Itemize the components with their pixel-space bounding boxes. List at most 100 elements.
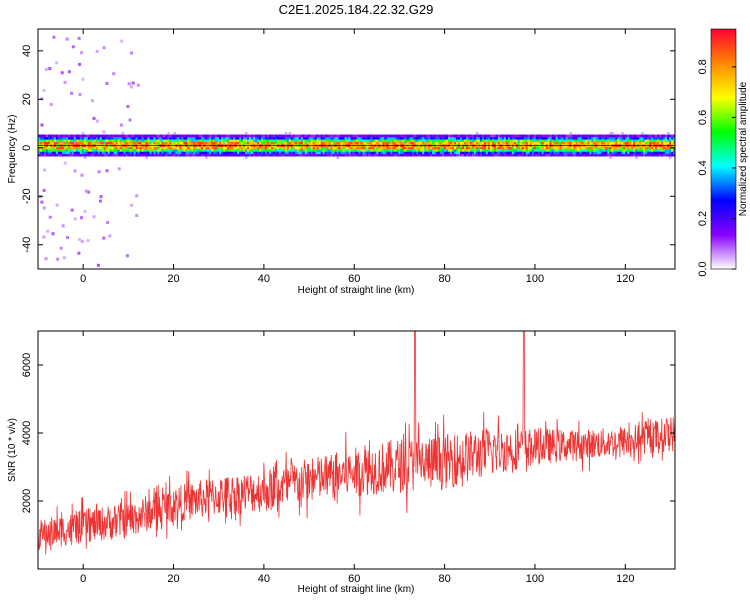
spectrogram-cell bbox=[541, 151, 544, 155]
spectrogram-cell bbox=[384, 151, 387, 155]
spectrogram-cell bbox=[253, 141, 256, 145]
spectrogram-cell bbox=[326, 141, 329, 145]
spectrogram-cell bbox=[583, 134, 586, 138]
spectrogram-cell bbox=[111, 149, 115, 152]
spectrogram-cell bbox=[71, 134, 75, 138]
spectrogram-cell bbox=[42, 134, 45, 138]
spectrogram-cell bbox=[535, 149, 539, 152]
spectrogram-cell bbox=[597, 141, 600, 145]
spectrogram-cell bbox=[460, 149, 463, 152]
spectrogram-cell bbox=[380, 146, 383, 150]
spectrogram-cell bbox=[491, 141, 495, 145]
spectrogram-cell bbox=[137, 141, 140, 145]
spectrogram-cell bbox=[368, 149, 371, 152]
spectrogram-cell bbox=[623, 151, 626, 155]
spectrogram-cell bbox=[173, 141, 176, 145]
spectrogram-cell bbox=[211, 136, 214, 140]
spectrogram-cell bbox=[115, 151, 118, 155]
spectrogram-cell bbox=[553, 139, 556, 142]
spectrogram-cell bbox=[300, 151, 304, 155]
spectrogram-cell bbox=[400, 134, 403, 138]
spectrogram-cell bbox=[141, 141, 144, 145]
spectrogram-cell bbox=[280, 141, 284, 145]
spectrogram-cell bbox=[412, 151, 415, 155]
spectrogram-cell bbox=[605, 136, 608, 140]
spectrogram-cell bbox=[121, 139, 124, 142]
spectrogram-cell bbox=[436, 141, 439, 145]
spectrogram-cell bbox=[493, 136, 497, 140]
spectrogram-cell bbox=[352, 141, 355, 145]
spectrogram-cell bbox=[181, 136, 184, 140]
y-tick-label: 6000 bbox=[21, 353, 33, 377]
spectrogram-cell bbox=[119, 136, 122, 140]
spectrogram-cell bbox=[296, 141, 300, 145]
spectrogram-cell bbox=[665, 136, 668, 140]
spectrogram-cell bbox=[125, 149, 128, 152]
spectrogram-cell bbox=[617, 136, 620, 140]
spectrogram-cell bbox=[543, 136, 546, 140]
spectrogram-cell bbox=[394, 146, 397, 150]
spectrogram-cell bbox=[316, 153, 320, 157]
spectrogram-cell bbox=[382, 153, 385, 157]
spectrogram-cell bbox=[505, 141, 509, 145]
spectrogram-cell bbox=[63, 80, 67, 84]
spectrogram-cell bbox=[83, 134, 87, 138]
spectrogram-cell bbox=[272, 141, 276, 145]
spectrogram-cell bbox=[497, 136, 501, 140]
spectrogram-cell bbox=[135, 134, 138, 138]
spectrogram-cell bbox=[342, 134, 345, 138]
spectrogram-cell bbox=[135, 141, 138, 145]
spectrogram-cell bbox=[42, 153, 45, 157]
spectrogram-cell bbox=[477, 141, 481, 145]
spectrogram-cell bbox=[481, 149, 485, 152]
spectrogram-cell bbox=[370, 153, 373, 157]
spectrogram-cell bbox=[657, 146, 660, 150]
spectrogram-cell bbox=[221, 151, 224, 155]
spectrogram-cell bbox=[266, 141, 270, 145]
spectrogram-cell bbox=[555, 136, 558, 140]
spectrogram-cell bbox=[356, 136, 359, 140]
spectrogram-cell bbox=[251, 149, 254, 152]
spectrogram-cell bbox=[493, 139, 497, 142]
spectrogram-cell bbox=[49, 153, 53, 157]
spectrogram-cell bbox=[561, 139, 564, 142]
spectrogram-cell bbox=[117, 167, 121, 171]
spectrogram-cell bbox=[149, 136, 152, 140]
spectrogram-cell bbox=[247, 149, 250, 152]
spectrogram-cell bbox=[661, 139, 664, 142]
spectrogram-cell bbox=[268, 153, 272, 157]
spectrogram-cell bbox=[523, 151, 527, 155]
spectrogram-cell bbox=[649, 149, 652, 152]
spectrogram-cell bbox=[101, 151, 105, 155]
spectrogram-cell bbox=[304, 151, 308, 155]
spectrogram-cell bbox=[167, 132, 170, 135]
spectrogram-cell bbox=[149, 151, 152, 155]
spectrogram-cell bbox=[326, 134, 329, 138]
spectrogram-cell bbox=[209, 153, 212, 157]
spectrogram-cell bbox=[671, 136, 674, 140]
spectrogram-cell bbox=[356, 139, 359, 142]
spectrogram-cell bbox=[376, 153, 379, 157]
spectrogram-cell bbox=[394, 134, 397, 138]
spectrogram-cell bbox=[203, 136, 206, 140]
spectrogram-cell bbox=[171, 139, 174, 142]
spectrogram-cell bbox=[163, 151, 166, 155]
spectrogram-cell bbox=[119, 151, 122, 155]
spectrogram-cell bbox=[358, 149, 361, 152]
spectrogram-cell bbox=[57, 153, 61, 157]
spectrogram-cell bbox=[491, 149, 495, 152]
spectrogram-cell bbox=[99, 195, 103, 199]
spectrogram-cell bbox=[308, 153, 312, 157]
spectrogram-cell bbox=[243, 146, 246, 150]
spectrogram-cell bbox=[83, 156, 87, 159]
spectrogram-cell bbox=[183, 139, 186, 142]
spectrogram-cell bbox=[473, 141, 477, 145]
spectrogram-cell bbox=[141, 149, 144, 152]
spectrogram-cell bbox=[340, 139, 343, 142]
spectrogram-cell bbox=[376, 141, 379, 145]
spectrogram-cell bbox=[296, 139, 300, 142]
spectrogram-cell bbox=[53, 149, 57, 152]
spectrogram-cell bbox=[268, 146, 272, 150]
spectrogram-cell bbox=[109, 139, 113, 142]
spectrogram-cell bbox=[653, 134, 656, 138]
